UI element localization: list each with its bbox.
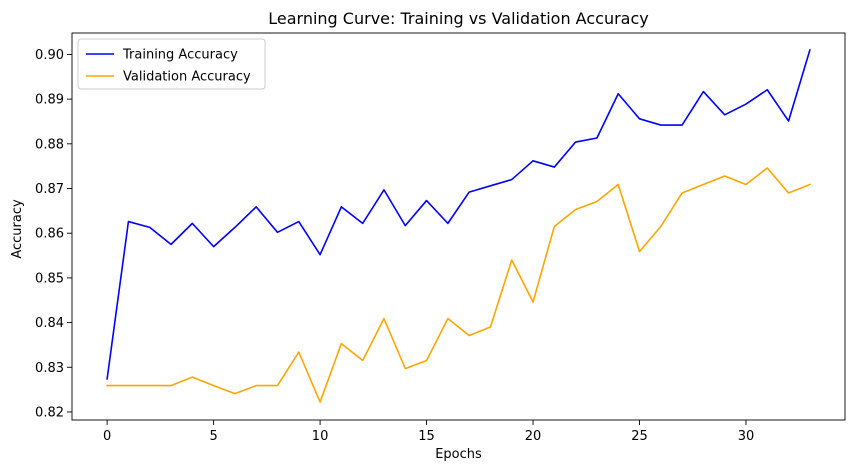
y-tick-label: 0.82	[35, 405, 64, 420]
y-axis-title: Accuracy	[10, 199, 25, 259]
y-tick-label: 0.85	[35, 271, 64, 286]
plot-area: 0 5 10 15 20 25 30 0.82 0.83 0.84 0.85 0.86 0.87 0.88…	[35, 32, 846, 444]
y-tick-label: 0.86	[35, 227, 64, 242]
x-tick-label: 15	[418, 429, 435, 444]
x-axis-title: Epochs	[435, 447, 482, 462]
y-tick-label: 0.87	[35, 182, 64, 197]
training-accuracy-line	[106, 48, 811, 380]
axes-frame	[71, 32, 846, 421]
y-tick-label: 0.84	[35, 316, 64, 331]
y-tick-label: 0.90	[35, 48, 64, 63]
validation-accuracy-line	[106, 167, 811, 403]
x-tick-label: 30	[738, 429, 755, 444]
legend-label-training: Training Accuracy	[122, 48, 238, 63]
x-tick-label: 0	[103, 429, 111, 444]
x-tick-label: 5	[209, 429, 217, 444]
x-tick-label: 20	[525, 429, 542, 444]
y-tick-label: 0.83	[35, 361, 64, 376]
x-tick-label: 25	[631, 429, 648, 444]
y-tick-label: 0.89	[35, 93, 64, 108]
x-tick-label: 10	[312, 429, 329, 444]
legend: Training Accuracy Validation Accuracy	[77, 38, 266, 90]
legend-box	[77, 38, 266, 90]
legend-label-validation: Validation Accuracy	[123, 70, 251, 85]
chart-title: Learning Curve: Training vs Validation A…	[268, 9, 648, 28]
y-tick-label: 0.88	[35, 137, 64, 152]
